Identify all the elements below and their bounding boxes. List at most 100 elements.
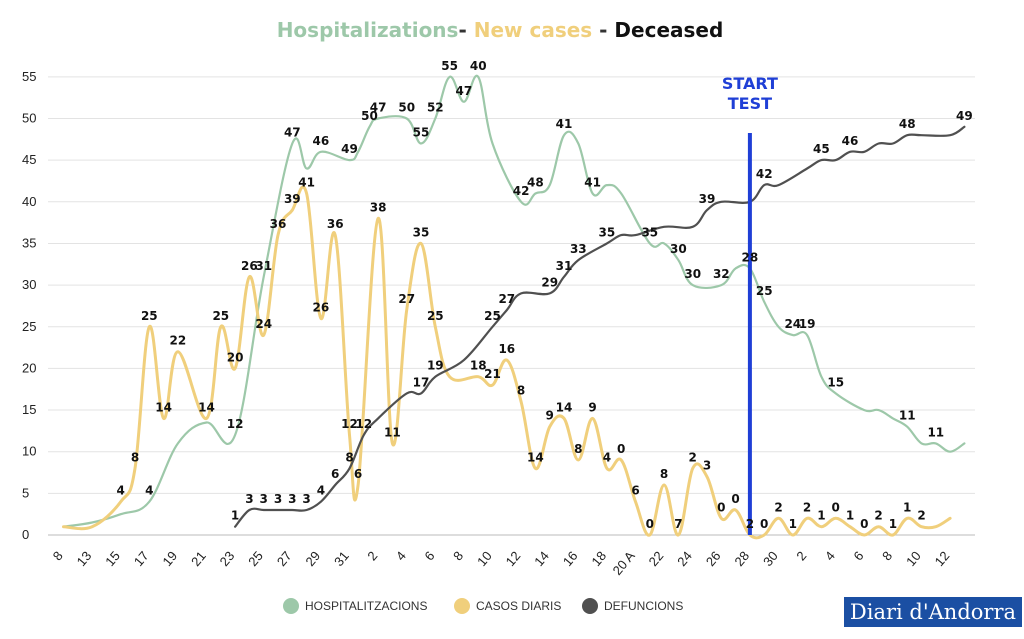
data-label: 29 — [541, 275, 558, 289]
data-label: 36 — [327, 217, 344, 231]
x-tick-label: 4 — [822, 548, 838, 563]
data-label: 14 — [155, 400, 172, 414]
legend-label: HOSPITALITZACIONS — [305, 599, 427, 613]
data-label: 3 — [703, 459, 711, 473]
legend-label: DEFUNCIONS — [604, 599, 683, 613]
series-lines — [62, 74, 966, 540]
data-label: 27 — [398, 292, 415, 306]
data-label: 24 — [255, 317, 272, 331]
title-part: Hospitalizations — [277, 18, 459, 42]
x-tick-label: 12 — [503, 548, 524, 569]
data-label: 1 — [789, 517, 797, 531]
x-tick-label: 12 — [932, 548, 953, 569]
data-label: 4 — [603, 450, 611, 464]
data-label: 9 — [546, 409, 554, 423]
data-label: 30 — [684, 267, 701, 281]
data-label: 20 — [227, 350, 244, 364]
data-label: 42 — [513, 184, 530, 198]
series-line-hospitalitzacions — [62, 74, 966, 528]
data-label: 33 — [570, 242, 587, 256]
x-tick-label: 13 — [74, 548, 95, 569]
data-label: 50 — [398, 101, 415, 115]
brand-logo: Diari d'Andorra — [843, 597, 1022, 627]
data-label: 2 — [803, 500, 811, 514]
x-tick-label: 28 — [731, 548, 752, 569]
data-label: 47 — [284, 125, 301, 139]
data-label: 16 — [498, 342, 515, 356]
data-label: 18 — [470, 359, 487, 373]
data-label: 30 — [670, 242, 687, 256]
data-label: 32 — [713, 267, 730, 281]
legend-marker — [283, 598, 299, 614]
data-label: 42 — [756, 167, 773, 181]
data-label: 6 — [631, 484, 639, 498]
data-label: 31 — [255, 259, 272, 273]
data-label: 49 — [341, 142, 358, 156]
data-label: 15 — [827, 375, 844, 389]
data-label: 3 — [288, 492, 296, 506]
legend-label: CASOS DIARIS — [476, 599, 561, 613]
data-label: 0 — [617, 442, 625, 456]
x-tick-label: 2 — [364, 548, 380, 563]
data-label: 19 — [799, 317, 816, 331]
x-tick-label: 22 — [646, 548, 667, 569]
y-tick-label: 50 — [22, 111, 36, 126]
data-label: 24 — [784, 317, 801, 331]
legend-marker — [582, 598, 598, 614]
x-tick-label: 2 — [793, 548, 809, 563]
data-label: 3 — [302, 492, 310, 506]
data-label: 39 — [699, 192, 716, 206]
data-label: 14 — [198, 400, 215, 414]
data-label: 22 — [170, 334, 187, 348]
data-label: 0 — [717, 500, 725, 514]
data-label: 8 — [517, 384, 525, 398]
annotation-text: TEST — [728, 94, 772, 113]
x-tick-label: 6 — [421, 548, 437, 563]
y-tick-label: 5 — [22, 485, 29, 500]
data-label: 25 — [756, 284, 773, 298]
data-label: 40 — [470, 59, 487, 73]
data-label: 17 — [413, 375, 430, 389]
data-label: 9 — [588, 400, 596, 414]
series-line-defuncions — [234, 125, 966, 528]
data-label: 25 — [141, 309, 158, 323]
x-tick-label: 4 — [393, 548, 409, 563]
data-label: 11 — [899, 409, 916, 423]
data-label: 8 — [660, 467, 668, 481]
data-label: 11 — [927, 425, 944, 439]
data-label: 4 — [145, 484, 153, 498]
title-part: - — [599, 18, 614, 42]
y-axis: 0 5 10 15 20 25 30 35 40 45 50 55 — [22, 69, 36, 542]
legend: HOSPITALITZACIONS CASOS DIARIS DEFUNCIONS — [283, 598, 683, 614]
data-label: 4 — [317, 484, 325, 498]
data-label: 25 — [212, 309, 229, 323]
x-tick-label: 23 — [217, 548, 238, 569]
x-tick-label: 10 — [903, 548, 924, 569]
data-label: 35 — [641, 225, 658, 239]
data-label: 25 — [427, 309, 444, 323]
y-tick-label: 45 — [22, 152, 36, 167]
x-tick-label: 15 — [102, 548, 123, 569]
y-tick-label: 25 — [22, 319, 36, 334]
data-label: 3 — [274, 492, 282, 506]
x-tick-label: 26 — [703, 548, 724, 569]
title-part: New cases — [474, 18, 599, 42]
data-label: 2 — [774, 500, 782, 514]
series-line-casos diaris — [62, 185, 952, 540]
y-tick-label: 55 — [22, 69, 36, 84]
data-label: 36 — [270, 217, 287, 231]
y-tick-label: 0 — [22, 527, 29, 542]
data-label: 14 — [527, 450, 544, 464]
x-tick-label: 27 — [274, 548, 295, 569]
data-label: 41 — [584, 175, 601, 189]
data-label: 47 — [456, 84, 473, 98]
x-tick-label: 18 — [588, 548, 609, 569]
data-label: 1 — [231, 509, 239, 523]
data-label: 25 — [484, 309, 501, 323]
data-label: 0 — [832, 500, 840, 514]
data-label: 1 — [903, 500, 911, 514]
data-label: 3 — [245, 492, 253, 506]
x-tick-label: 24 — [674, 548, 695, 569]
